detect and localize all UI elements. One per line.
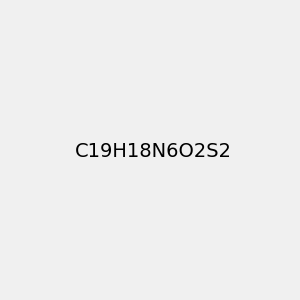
Text: C19H18N6O2S2: C19H18N6O2S2 (75, 142, 232, 161)
